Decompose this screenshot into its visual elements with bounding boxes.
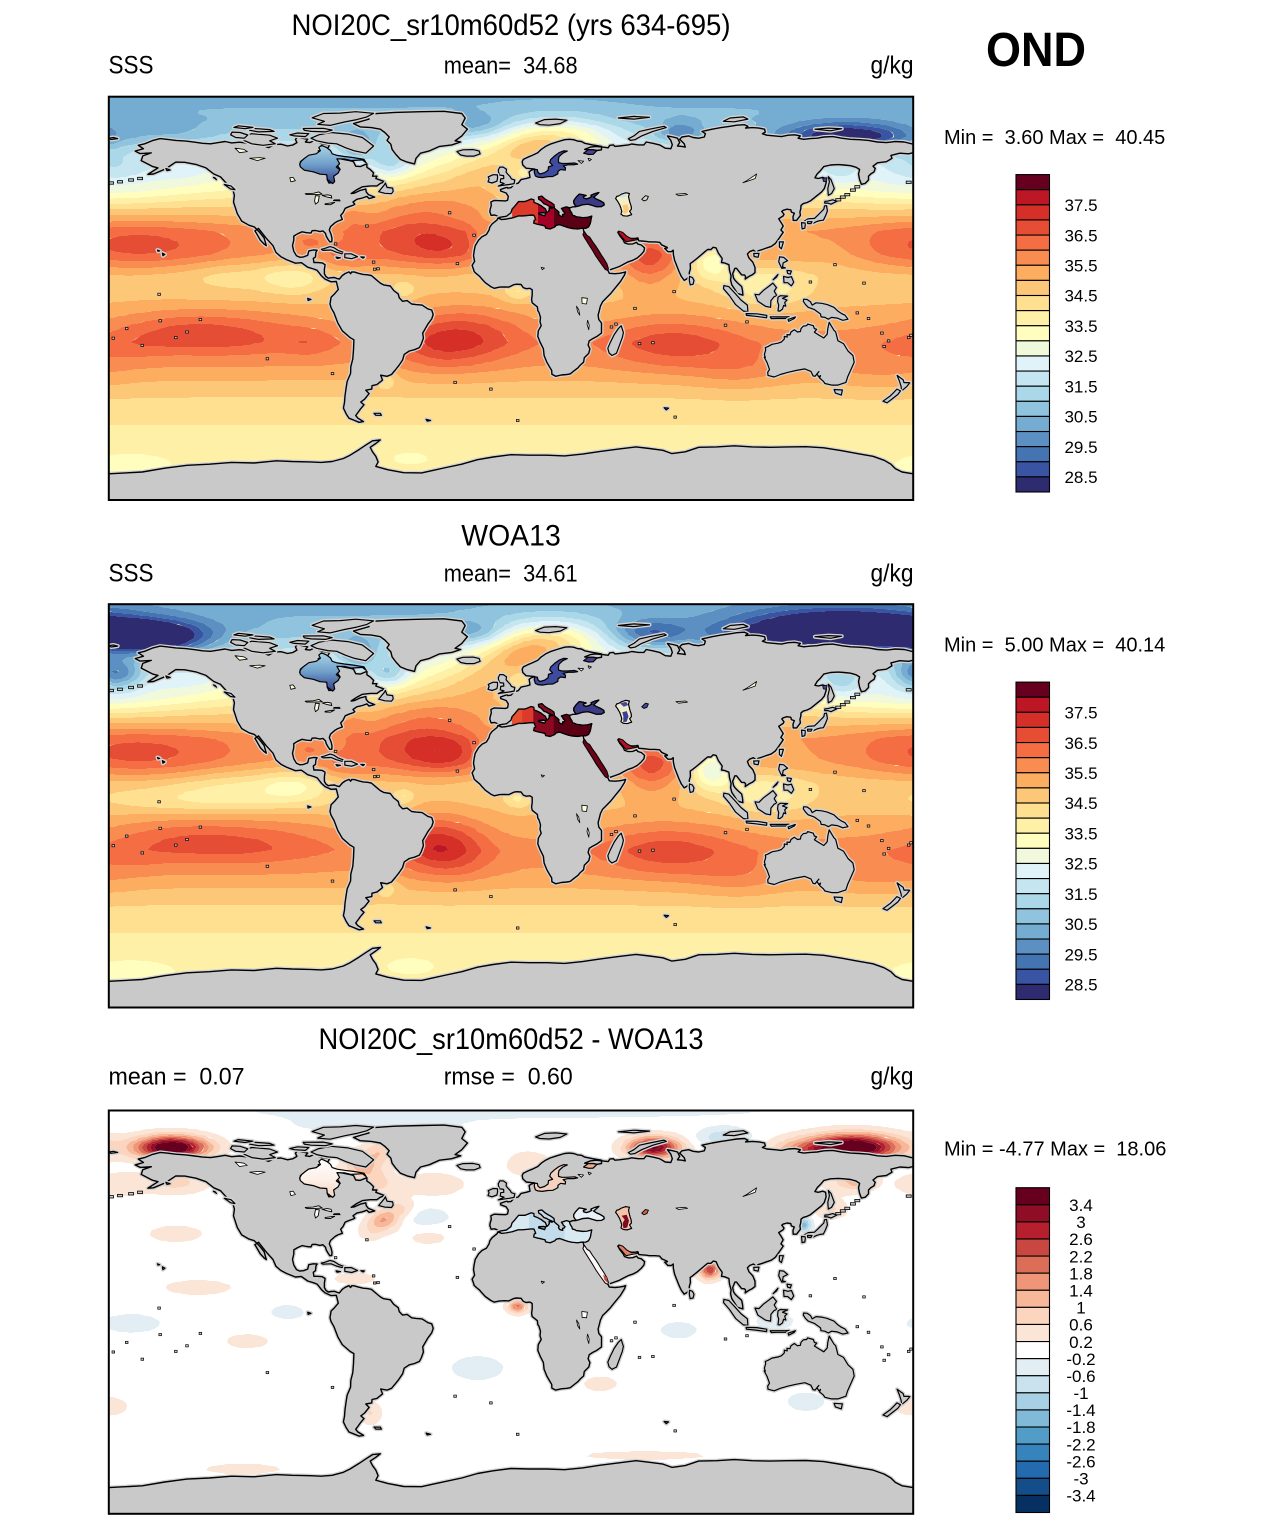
svg-text:2.6: 2.6: [1069, 1230, 1093, 1249]
svg-text:1: 1: [1076, 1299, 1085, 1318]
svg-text:g/kg: g/kg: [871, 1063, 914, 1091]
svg-text:-3: -3: [1073, 1470, 1088, 1489]
svg-text:29.5: 29.5: [1064, 438, 1097, 457]
svg-text:33.5: 33.5: [1064, 824, 1097, 843]
svg-text:-2.2: -2.2: [1066, 1435, 1095, 1454]
svg-text:37.5: 37.5: [1064, 704, 1097, 723]
svg-text:28.5: 28.5: [1064, 976, 1097, 995]
svg-text:30.5: 30.5: [1064, 915, 1097, 934]
svg-text:35.5: 35.5: [1064, 257, 1097, 276]
svg-text:31.5: 31.5: [1064, 377, 1097, 396]
svg-text:SSS: SSS: [109, 560, 154, 588]
svg-text:37.5: 37.5: [1064, 196, 1097, 215]
svg-text:36.5: 36.5: [1064, 734, 1097, 753]
svg-text:2.2: 2.2: [1069, 1247, 1093, 1266]
svg-text:-0.2: -0.2: [1066, 1350, 1095, 1369]
svg-text:Min = 3.60 Max = 40.45: Min = 3.60 Max = 40.45: [944, 127, 1165, 149]
svg-text:-3.4: -3.4: [1066, 1487, 1095, 1506]
svg-text:Min = 5.00 Max = 40.14: Min = 5.00 Max = 40.14: [944, 635, 1165, 657]
svg-text:28.5: 28.5: [1064, 468, 1097, 487]
svg-text:0.2: 0.2: [1069, 1333, 1093, 1352]
svg-text:g/kg: g/kg: [871, 560, 914, 588]
svg-text:32.5: 32.5: [1064, 347, 1097, 366]
svg-text:33.5: 33.5: [1064, 317, 1097, 336]
svg-text:SSS: SSS: [109, 52, 154, 80]
svg-text:-1: -1: [1073, 1384, 1088, 1403]
svg-text:OND: OND: [986, 23, 1086, 77]
svg-text:WOA13: WOA13: [461, 520, 561, 553]
svg-text:32.5: 32.5: [1064, 855, 1097, 874]
svg-text:mean= 34.61: mean= 34.61: [444, 561, 578, 588]
svg-text:31.5: 31.5: [1064, 885, 1097, 904]
svg-text:3.4: 3.4: [1069, 1196, 1093, 1215]
svg-text:30.5: 30.5: [1064, 408, 1097, 427]
svg-text:-0.6: -0.6: [1066, 1367, 1095, 1386]
svg-text:0.6: 0.6: [1069, 1316, 1093, 1335]
svg-text:34.5: 34.5: [1064, 287, 1097, 306]
svg-text:-1.4: -1.4: [1066, 1401, 1095, 1420]
svg-text:mean = 0.07: mean = 0.07: [109, 1064, 245, 1091]
svg-text:29.5: 29.5: [1064, 945, 1097, 964]
svg-text:1.8: 1.8: [1069, 1264, 1093, 1283]
svg-text:35.5: 35.5: [1064, 764, 1097, 783]
svg-text:Min = -4.77 Max = 18.06: Min = -4.77 Max = 18.06: [944, 1138, 1166, 1160]
svg-text:3: 3: [1076, 1213, 1085, 1232]
svg-text:mean= 34.68: mean= 34.68: [444, 53, 578, 80]
svg-text:36.5: 36.5: [1064, 226, 1097, 245]
svg-text:1.4: 1.4: [1069, 1282, 1093, 1301]
svg-text:g/kg: g/kg: [871, 52, 914, 80]
svg-text:34.5: 34.5: [1064, 794, 1097, 813]
svg-text:-1.8: -1.8: [1066, 1418, 1095, 1437]
svg-text:rmse = 0.60: rmse = 0.60: [444, 1064, 573, 1091]
svg-text:NOI20C_sr10m60d52 (yrs 634-695: NOI20C_sr10m60d52 (yrs 634-695): [292, 9, 731, 42]
svg-text:NOI20C_sr10m60d52 - WOA13: NOI20C_sr10m60d52 - WOA13: [319, 1023, 704, 1056]
svg-text:-2.6: -2.6: [1066, 1452, 1095, 1471]
